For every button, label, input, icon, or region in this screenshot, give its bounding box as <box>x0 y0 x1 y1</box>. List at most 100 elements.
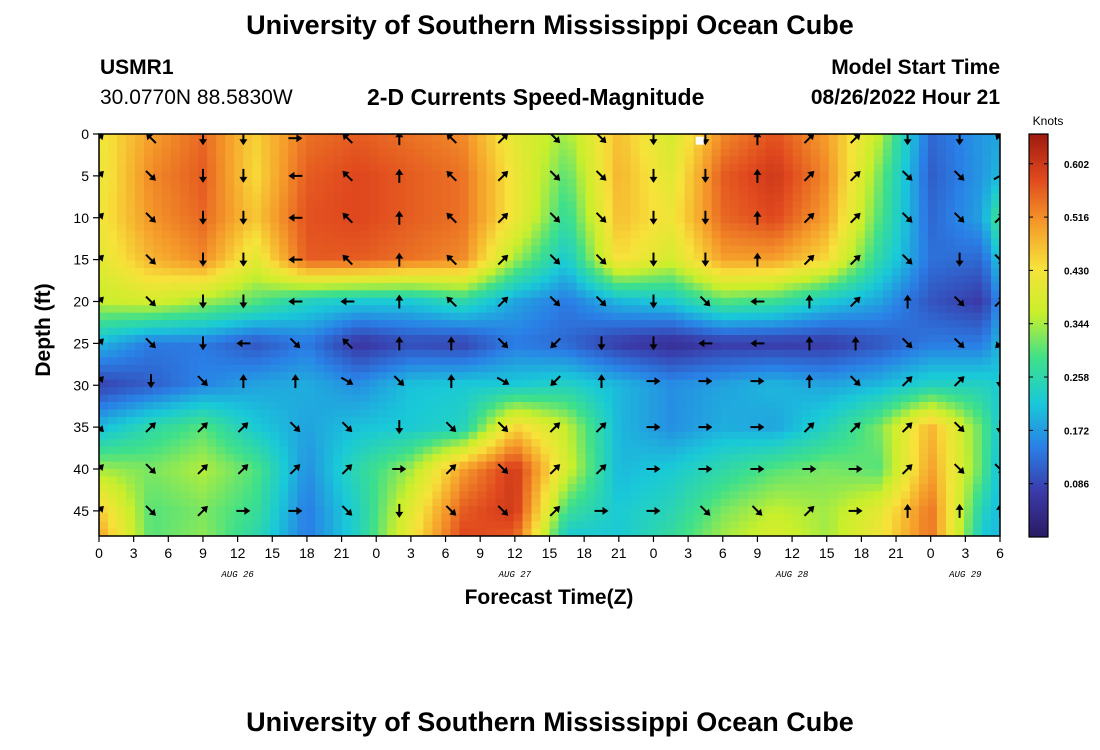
heatmap-cell <box>990 282 1000 291</box>
heatmap-cell <box>432 208 442 217</box>
heatmap-cell <box>621 148 632 157</box>
heatmap-cell <box>513 253 524 262</box>
heatmap-cell <box>657 402 668 411</box>
heatmap-cell <box>882 483 893 492</box>
heatmap-cell <box>225 461 235 470</box>
heatmap-cell <box>99 342 109 351</box>
heatmap-cell <box>333 372 343 381</box>
heatmap-cell <box>441 416 451 425</box>
heatmap-cell <box>468 186 479 195</box>
heatmap-cell <box>954 416 965 425</box>
heatmap-cell <box>234 416 244 425</box>
heatmap-cell <box>531 171 542 180</box>
heatmap-cell <box>576 431 587 440</box>
heatmap-cell <box>909 402 920 411</box>
heatmap-cell <box>972 238 983 247</box>
heatmap-cell <box>657 431 668 440</box>
heatmap-cell <box>819 238 830 247</box>
heatmap-cell <box>432 483 442 492</box>
heatmap-cell <box>261 439 271 448</box>
heatmap-cell <box>423 446 433 455</box>
heatmap-cell <box>108 178 118 187</box>
heatmap-cell <box>450 297 460 306</box>
heatmap-cell <box>540 469 551 478</box>
heatmap-cell <box>657 446 668 455</box>
heatmap-cell <box>288 186 298 195</box>
heatmap-cell <box>333 193 343 202</box>
heatmap-cell <box>594 282 605 291</box>
heatmap-cell <box>963 201 974 210</box>
heatmap-cell <box>342 141 352 150</box>
heatmap-cell <box>540 305 551 314</box>
heatmap-cell <box>918 305 929 314</box>
heatmap-cell <box>981 454 992 463</box>
heatmap-cell <box>630 349 641 358</box>
heatmap-cell <box>207 446 217 455</box>
heatmap-cell <box>684 342 695 351</box>
heatmap-cell <box>693 439 704 448</box>
heatmap-cell <box>261 208 271 217</box>
heatmap-cell <box>126 186 136 195</box>
heatmap-cell <box>387 201 397 210</box>
heatmap-cell <box>180 134 190 143</box>
heatmap-cell <box>756 208 767 217</box>
heatmap-cell <box>612 320 623 329</box>
heatmap-cell <box>378 402 388 411</box>
heatmap-cell <box>558 201 569 210</box>
heatmap-cell <box>585 446 596 455</box>
heatmap-cell <box>396 245 406 254</box>
heatmap-cell <box>837 409 848 418</box>
heatmap-cell <box>765 357 776 366</box>
heatmap-cell <box>153 357 163 366</box>
heatmap-cell <box>171 498 181 507</box>
heatmap-cell <box>684 134 695 143</box>
heatmap-cell <box>207 454 217 463</box>
heatmap-cell <box>972 215 983 224</box>
heatmap-cell <box>558 208 569 217</box>
heatmap-cell <box>441 342 451 351</box>
heatmap-cell <box>918 253 929 262</box>
heatmap-cell <box>945 238 956 247</box>
heatmap-cell <box>459 320 470 329</box>
heatmap-cell <box>576 439 587 448</box>
heatmap-cell <box>576 290 587 299</box>
heatmap-cell <box>864 483 875 492</box>
heatmap-cell <box>396 148 406 157</box>
heatmap-cell <box>99 379 109 388</box>
heatmap-cell <box>207 275 217 284</box>
heatmap-cell <box>342 416 352 425</box>
heatmap-cell <box>207 409 217 418</box>
heatmap-cell <box>864 364 875 373</box>
heatmap-cell <box>891 439 902 448</box>
heatmap-cell <box>585 379 596 388</box>
heatmap-cell <box>225 312 235 321</box>
heatmap-cell <box>198 320 208 329</box>
heatmap-cell <box>405 201 415 210</box>
heatmap-cell <box>819 230 830 239</box>
heatmap-cell <box>990 416 1000 425</box>
heatmap-cell <box>765 483 776 492</box>
heatmap-cell <box>297 372 307 381</box>
heatmap-cell <box>324 305 334 314</box>
heatmap-cell <box>450 349 460 358</box>
heatmap-cell <box>297 305 307 314</box>
heatmap-cell <box>252 469 262 478</box>
heatmap-cell <box>180 402 190 411</box>
heatmap-cell <box>594 461 605 470</box>
heatmap-cell <box>180 208 190 217</box>
heatmap-cell <box>225 171 235 180</box>
heatmap-cell <box>243 439 253 448</box>
heatmap-cell <box>981 253 992 262</box>
heatmap-cell <box>702 260 713 269</box>
heatmap-cell <box>243 260 253 269</box>
heatmap-cell <box>378 156 388 165</box>
heatmap-cell <box>477 394 488 403</box>
heatmap-cell <box>162 469 172 478</box>
heatmap-cell <box>882 201 893 210</box>
heatmap-cell <box>315 387 325 396</box>
heatmap-cell <box>117 215 127 224</box>
heatmap-cell <box>252 387 262 396</box>
heatmap-cell <box>216 275 226 284</box>
heatmap-cell <box>333 342 343 351</box>
heatmap-cell <box>387 178 397 187</box>
